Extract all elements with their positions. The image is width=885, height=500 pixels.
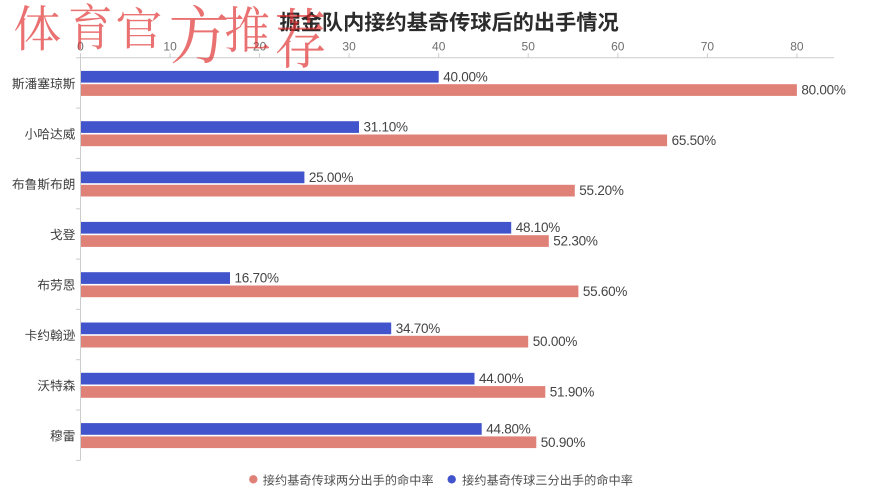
svg-text:25.00%: 25.00%	[309, 170, 354, 185]
svg-text:44.00%: 44.00%	[479, 371, 524, 386]
svg-text:55.20%: 55.20%	[579, 183, 624, 198]
svg-text:60: 60	[611, 40, 625, 54]
svg-text:44.80%: 44.80%	[486, 422, 531, 437]
svg-text:55.60%: 55.60%	[583, 284, 628, 299]
svg-text:40.00%: 40.00%	[443, 69, 488, 84]
svg-text:52.30%: 52.30%	[553, 234, 598, 249]
svg-text:10: 10	[163, 40, 177, 54]
svg-text:50.00%: 50.00%	[533, 334, 578, 349]
svg-text:80.00%: 80.00%	[801, 83, 846, 98]
svg-text:48.10%: 48.10%	[516, 220, 561, 235]
svg-text:80: 80	[790, 40, 804, 54]
svg-text:65.50%: 65.50%	[672, 133, 717, 148]
svg-text:31.10%: 31.10%	[364, 120, 409, 135]
svg-text:50.90%: 50.90%	[541, 435, 586, 450]
svg-text:40: 40	[432, 40, 446, 54]
svg-text:70: 70	[701, 40, 715, 54]
svg-text:51.90%: 51.90%	[550, 385, 595, 400]
svg-text:50: 50	[522, 40, 536, 54]
svg-text:34.70%: 34.70%	[396, 321, 441, 336]
svg-text:30: 30	[342, 40, 356, 54]
svg-text:16.70%: 16.70%	[235, 271, 280, 286]
